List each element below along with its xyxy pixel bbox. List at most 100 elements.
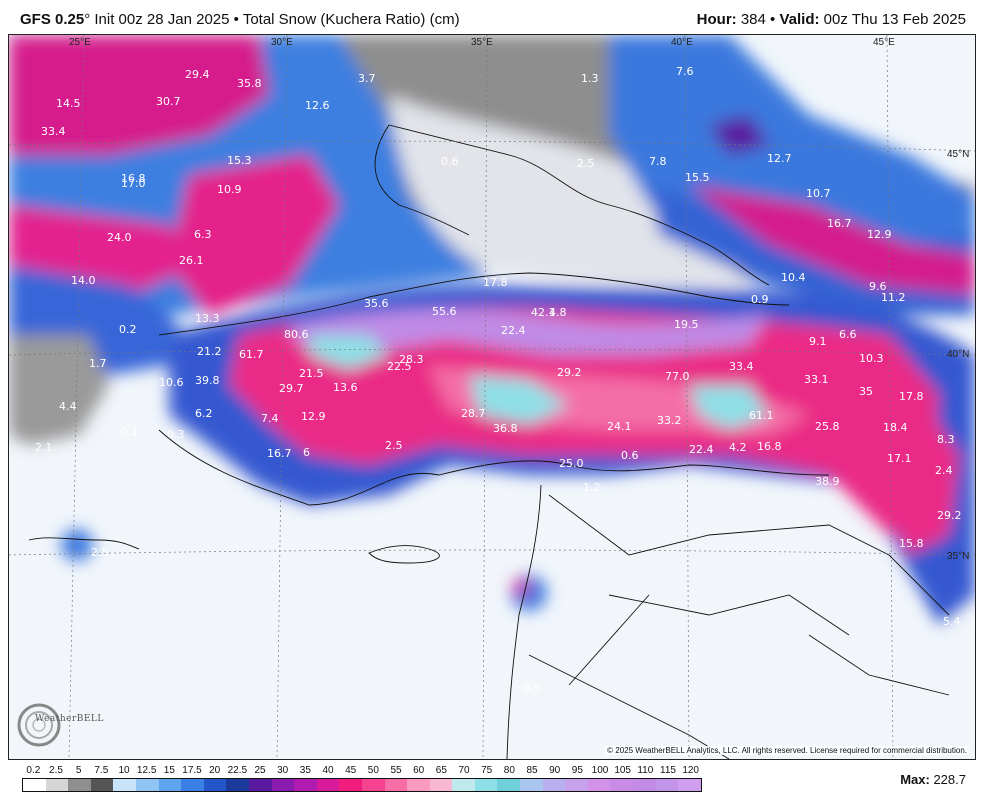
- snow-value-label: 33.4: [729, 360, 754, 373]
- snow-value-label: 61.7: [239, 348, 264, 361]
- snow-value-label: 80.6: [284, 328, 309, 341]
- coastlines: [28, 124, 950, 759]
- legend-tick-label: 10: [118, 765, 130, 776]
- snow-value-label: 8.3: [937, 433, 955, 446]
- snow-value-label: 0.6: [441, 155, 459, 168]
- snow-value-label: 2.5: [91, 546, 109, 559]
- legend-tick-label: 95: [571, 765, 583, 776]
- snow-value-label: 35.8: [237, 77, 262, 90]
- snow-value-label: 24.1: [607, 420, 632, 433]
- snow-value-label: 13.3: [195, 312, 220, 325]
- legend-swatch: [23, 779, 46, 791]
- snow-value-label: 3.7: [358, 72, 376, 85]
- legend-swatch: [113, 779, 136, 791]
- snow-value-label: 2.5: [385, 439, 403, 452]
- legend-tick-label: 110: [637, 765, 654, 776]
- lon-label: 40°E: [671, 37, 693, 48]
- snow-value-label: 25.0: [559, 457, 584, 470]
- valid-time-info: Hour: 384 • Valid: 00z Thu 13 Feb 2025: [697, 11, 966, 28]
- snow-value-label: 2.4: [935, 464, 953, 477]
- snow-value-label: 17.8: [483, 276, 508, 289]
- legend-tick-label: 70: [458, 765, 470, 776]
- snow-value-label: 0.1: [121, 425, 139, 438]
- legend-swatch: [339, 779, 362, 791]
- legend-swatch: [474, 779, 498, 791]
- max-value-readout: Max: 228.7: [900, 772, 966, 787]
- snow-value-label: 13.6: [333, 381, 358, 394]
- snow-value-label: 21.5: [299, 367, 324, 380]
- snow-value-label: 4.4: [59, 400, 77, 413]
- snow-value-label: 22.5: [387, 360, 412, 373]
- snow-value-label: 28.3: [399, 353, 424, 366]
- snow-value-label: 9.6: [869, 280, 887, 293]
- snow-value-label: 17.8: [899, 390, 924, 403]
- legend-swatch: [610, 779, 634, 791]
- snow-value-label: 18.4: [883, 421, 908, 434]
- snow-value-label: 19.5: [674, 318, 699, 331]
- weatherbell-logo: WeatherBELL: [15, 701, 107, 753]
- legend-swatch: [181, 779, 204, 791]
- legend-tick-label: 40: [322, 765, 334, 776]
- snow-value-label: 35.6: [364, 297, 389, 310]
- legend-tick-label: 45: [345, 765, 357, 776]
- legend-tick-label: 55: [390, 765, 402, 776]
- snow-value-label: 24.0: [107, 231, 132, 244]
- snow-value-label: 15.3: [227, 154, 252, 167]
- snow-value-label: 7.6: [676, 65, 694, 78]
- legend-swatch: [565, 779, 588, 791]
- legend-swatch: [384, 779, 408, 791]
- lat-label: 45°N: [947, 149, 969, 160]
- legend-tick-label: 7.5: [94, 765, 109, 776]
- latitude-labels: 45°N 40°N 35°N: [947, 149, 969, 562]
- hour-label: Hour:: [696, 11, 737, 28]
- legend-swatch: [135, 779, 159, 791]
- legend-swatch: [429, 779, 453, 791]
- legend-tick-label: 15: [163, 765, 175, 776]
- longitude-labels: 25°E 30°E 35°E 40°E 45°E: [69, 37, 895, 48]
- snow-value-label: 29.2: [557, 366, 582, 379]
- legend-swatch: [158, 779, 182, 791]
- snow-value-label: 1.3: [581, 72, 599, 85]
- snow-value-label: 38.9: [815, 475, 840, 488]
- snow-value-label: 61.1: [749, 409, 774, 422]
- snow-value-labels: 14.5 29.4 35.8 3.7 1.3 7.6 30.7 33.4 12.6 15.3 0.6…: [35, 65, 962, 695]
- legend-tick-label: 60: [413, 765, 425, 776]
- legend-tick-label: 17.5: [182, 765, 202, 776]
- legend-tick-label: 22.5: [227, 765, 248, 776]
- valid-value: 00z Thu 13 Feb 2025: [823, 11, 966, 28]
- legend-tick-labels: 0.2 2.5 5 7.5 10 12.5 15 17.5 20 22.5 25 30 35 40 45 50…: [22, 765, 702, 777]
- snow-value-label: 1.7: [89, 357, 107, 370]
- legend-tick-label: 50: [367, 765, 379, 776]
- snow-value-label: 15.5: [685, 171, 710, 184]
- legend-swatch: [407, 779, 430, 791]
- max-label: Max:: [900, 772, 930, 787]
- snow-value-label: 2.1: [35, 441, 53, 454]
- snow-value-label: 0.5: [523, 682, 541, 695]
- snow-value-label: 10.3: [859, 352, 884, 365]
- model-title: GFS 0.25° Init 00z 28 Jan 2025 • Total S…: [20, 11, 460, 28]
- snow-value-label: 33.2: [657, 414, 682, 427]
- logo-text: WeatherBELL: [35, 714, 104, 724]
- model-name: GFS 0.25: [20, 11, 85, 28]
- legend-tick-label: 115: [660, 765, 676, 776]
- legend-tick-label: 85: [526, 765, 538, 776]
- snow-value-label: 6.3: [194, 228, 212, 241]
- snow-value-label: 17.1: [887, 452, 912, 465]
- max-value: 228.7: [933, 772, 966, 787]
- snowfall-map[interactable]: 25°E 30°E 35°E 40°E 45°E 45°N 40°N 35°N …: [8, 34, 976, 760]
- lat-label: 40°N: [947, 349, 969, 360]
- snow-value-label: 16.8: [121, 172, 146, 185]
- snow-value-label: 33.4: [41, 125, 66, 138]
- hour-value: 384: [740, 11, 766, 28]
- legend-tick-label: 0.2: [26, 765, 41, 776]
- legend-swatch: [316, 779, 340, 791]
- snow-value-label: 1.2: [583, 481, 601, 494]
- legend-swatch: [294, 779, 317, 791]
- legend-tick-label: 75: [481, 765, 493, 776]
- snow-value-label: 10.9: [217, 183, 242, 196]
- bullet-separator: •: [233, 11, 239, 28]
- snow-value-label: 4.8: [549, 306, 567, 319]
- copyright-notice: © 2025 WeatherBELL Analytics, LLC. All r…: [605, 746, 969, 755]
- snow-value-label: 55.6: [432, 305, 457, 318]
- legend-tick-label: 20: [209, 765, 221, 776]
